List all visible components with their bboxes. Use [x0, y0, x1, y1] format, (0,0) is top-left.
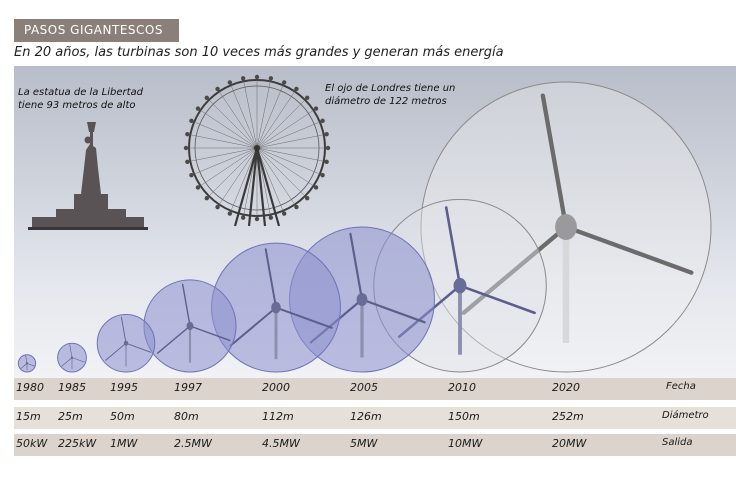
output-row: 50kW 225kW 1MW 2.5MW 4.5MW 5MW 10MW 20MW Salida — [14, 434, 736, 456]
tower-2010 — [458, 285, 462, 355]
hub-2000 — [271, 301, 281, 314]
diameter-cell-2000: 112m — [262, 410, 294, 423]
blade-2000-1 — [264, 248, 277, 309]
turbine-1980 — [17, 354, 37, 373]
year-row-label: Fecha — [666, 381, 696, 392]
tower-1980 — [26, 363, 28, 371]
year-row: 1980 1985 1995 1997 2000 2005 2010 2020 Fecha — [14, 378, 736, 400]
blade-2010-2 — [458, 284, 536, 315]
hub-1980 — [25, 362, 29, 365]
tower-2005 — [360, 299, 364, 358]
output-cell-1980: 50kW — [16, 437, 48, 450]
london-eye-note-line1: El ojo de Londres tiene un — [325, 83, 456, 94]
london-eye-note: El ojo de Londres tiene un diámetro de 1… — [325, 82, 455, 108]
output-cell-1997: 2.5MW — [174, 437, 212, 450]
diameter-cell-1995: 50m — [110, 410, 135, 423]
turbine-comparison-scene: La estatua de la Libertad tiene 93 metro… — [14, 66, 736, 378]
diameter-cell-1985: 25m — [58, 410, 83, 423]
tower-2000 — [274, 307, 278, 360]
hub-2005 — [356, 292, 368, 307]
year-cell-2010: 2010 — [448, 381, 476, 394]
hub-1997 — [186, 321, 194, 331]
year-cell-1985: 1985 — [58, 381, 86, 394]
turbine-2020 — [420, 81, 712, 373]
blade-1985-2 — [71, 357, 85, 363]
diameter-cell-1980: 15m — [16, 410, 41, 423]
subtitle: En 20 años, las turbinas son 10 veces má… — [14, 45, 504, 60]
turbine-1997 — [143, 279, 237, 373]
tower-1995 — [125, 343, 127, 367]
year-cell-2005: 2005 — [350, 381, 378, 394]
output-cell-2000: 4.5MW — [262, 437, 300, 450]
hub-1985 — [70, 356, 74, 359]
diameter-cell-2005: 126m — [350, 410, 382, 423]
turbine-2000 — [211, 242, 341, 373]
diameter-cell-1997: 80m — [174, 410, 199, 423]
blade-2020-3 — [461, 224, 569, 315]
blade-1980-2 — [26, 363, 35, 367]
blade-1980-1 — [25, 355, 28, 364]
year-cell-1980: 1980 — [16, 381, 44, 394]
tower-1985 — [71, 357, 73, 370]
hub-1995 — [123, 340, 129, 346]
blade-1995-2 — [125, 342, 152, 353]
blade-2000-2 — [275, 306, 333, 329]
blade-2000-3 — [229, 306, 277, 347]
blade-1995-1 — [120, 316, 127, 344]
turbines-group — [17, 81, 712, 373]
diameter-row: 15m 25m 50m 80m 112m 126m 150m 252m Diámetro — [14, 407, 736, 429]
tower-2020 — [562, 227, 570, 343]
year-cell-2000: 2000 — [262, 381, 290, 394]
blade-2005-1 — [349, 232, 364, 301]
blade-2020-2 — [563, 224, 694, 275]
year-cell-2020: 2020 — [552, 381, 580, 394]
year-cell-1997: 1997 — [174, 381, 202, 394]
london-eye — [183, 74, 331, 227]
output-row-label: Salida — [662, 437, 693, 448]
scene-graphic — [17, 74, 712, 373]
turbine-1985 — [57, 342, 87, 373]
diameter-cell-2010: 150m — [448, 410, 480, 423]
year-cell-1995: 1995 — [110, 381, 138, 394]
turbine-1995 — [96, 313, 156, 373]
turbine-specs-table: 1980 1985 1995 1997 2000 2005 2010 2020 Fecha 15… — [14, 378, 736, 458]
blade-2005-2 — [360, 298, 426, 324]
output-cell-2020: 20MW — [552, 437, 587, 450]
blade-1995-3 — [105, 342, 127, 361]
output-cell-2005: 5MW — [350, 437, 378, 450]
statue-of-liberty — [28, 122, 148, 230]
blade-1997-2 — [189, 325, 231, 342]
output-cell-1985: 225kW — [58, 437, 97, 450]
blade-1985-3 — [61, 357, 73, 367]
output-cell-1995: 1MW — [110, 437, 138, 450]
blade-2020-1 — [540, 93, 569, 230]
statue-note-line1: La estatua de la Libertad — [18, 87, 143, 98]
london-eye-note-line2: diámetro de 122 metros — [325, 96, 447, 107]
statue-note-line2: tiene 93 metros de alto — [18, 100, 136, 111]
tower-1997 — [188, 325, 192, 363]
output-cell-2010: 10MW — [448, 437, 483, 450]
section-badge: PASOS GIGANTESCOS — [14, 19, 179, 42]
diameter-row-label: Diámetro — [662, 410, 709, 421]
hub-2020 — [555, 213, 577, 241]
blade-1997-3 — [156, 325, 191, 354]
blade-1980-3 — [20, 363, 28, 369]
blade-1985-1 — [69, 344, 73, 358]
blade-1997-1 — [181, 283, 191, 327]
blade-2010-1 — [444, 206, 462, 287]
diameter-cell-2020: 252m — [552, 410, 584, 423]
statue-note: La estatua de la Libertad tiene 93 metro… — [18, 86, 143, 112]
hub-2010 — [453, 277, 467, 294]
